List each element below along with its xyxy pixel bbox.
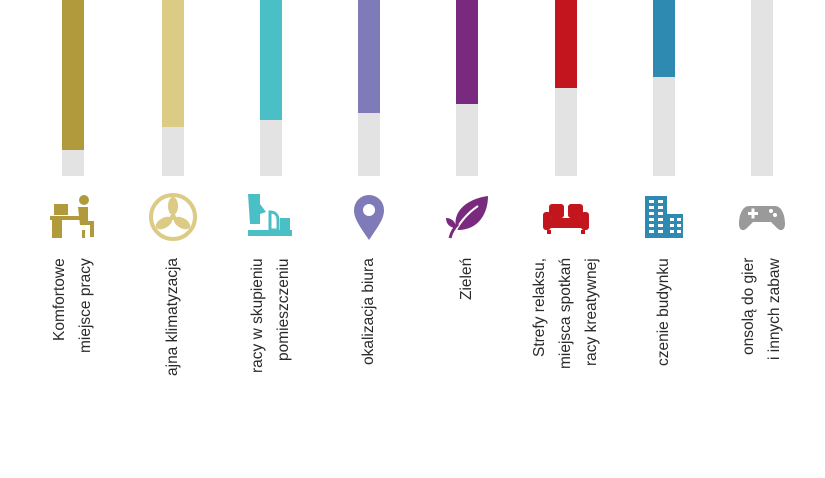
- category-label: racy w skupieniu pomieszczeniu: [245, 258, 297, 478]
- fan-icon: [148, 192, 198, 242]
- sofa-icon: [541, 192, 591, 242]
- desk-worker-icon: [48, 192, 98, 242]
- bar: [358, 0, 380, 113]
- category-label-line: czenie budynku: [655, 258, 672, 366]
- category-label-line: ajna klimatyzacja: [164, 258, 181, 377]
- category-label: onsolą do gier i innych zabaw: [736, 258, 788, 478]
- bar-track: [62, 0, 84, 176]
- category-label-line: miejsce pracy: [77, 258, 94, 353]
- category-label: Komfortowe miejsce pracy: [47, 258, 99, 478]
- bar: [555, 0, 577, 88]
- category-label: ajna klimatyzacja: [160, 258, 186, 478]
- category-label: Strefy relaksu, miejsca spotkań racy kreat…: [527, 258, 605, 478]
- category-label-line: Komfortowe: [51, 258, 68, 341]
- bar-track: [456, 0, 478, 176]
- category-label-line: okalizacja biura: [360, 258, 377, 365]
- quiet-room-icon: [246, 192, 296, 242]
- category-label: czenie budynku: [651, 258, 677, 478]
- category-label-line: pomieszczeniu: [275, 258, 292, 361]
- category-label-line: Zieleń: [458, 258, 475, 301]
- bar-track: [555, 0, 577, 176]
- bar-track: [653, 0, 675, 176]
- bar: [260, 0, 282, 120]
- bar-track: [358, 0, 380, 176]
- category-label-line: racy kreatywnej: [583, 258, 600, 366]
- bar-track: [162, 0, 184, 176]
- bar: [456, 0, 478, 104]
- category-label-line: miejsca spotkań: [557, 258, 574, 370]
- building-icon: [639, 192, 689, 242]
- category-label-line: Strefy relaksu,: [531, 258, 548, 358]
- bar: [162, 0, 184, 127]
- bar-track: [751, 0, 773, 176]
- category-label: Zieleń: [454, 258, 480, 478]
- bar: [62, 0, 84, 150]
- map-pin-icon: [344, 192, 394, 242]
- category-label-line: onsolą do gier: [740, 258, 757, 356]
- category-label-line: racy w skupieniu: [249, 258, 266, 373]
- leaf-icon: [442, 192, 492, 242]
- bar: [653, 0, 675, 78]
- category-label-line: i innych zabaw: [766, 258, 783, 360]
- category-label: okalizacja biura: [356, 258, 382, 478]
- gamepad-icon: [737, 192, 787, 242]
- bar-track: [260, 0, 282, 176]
